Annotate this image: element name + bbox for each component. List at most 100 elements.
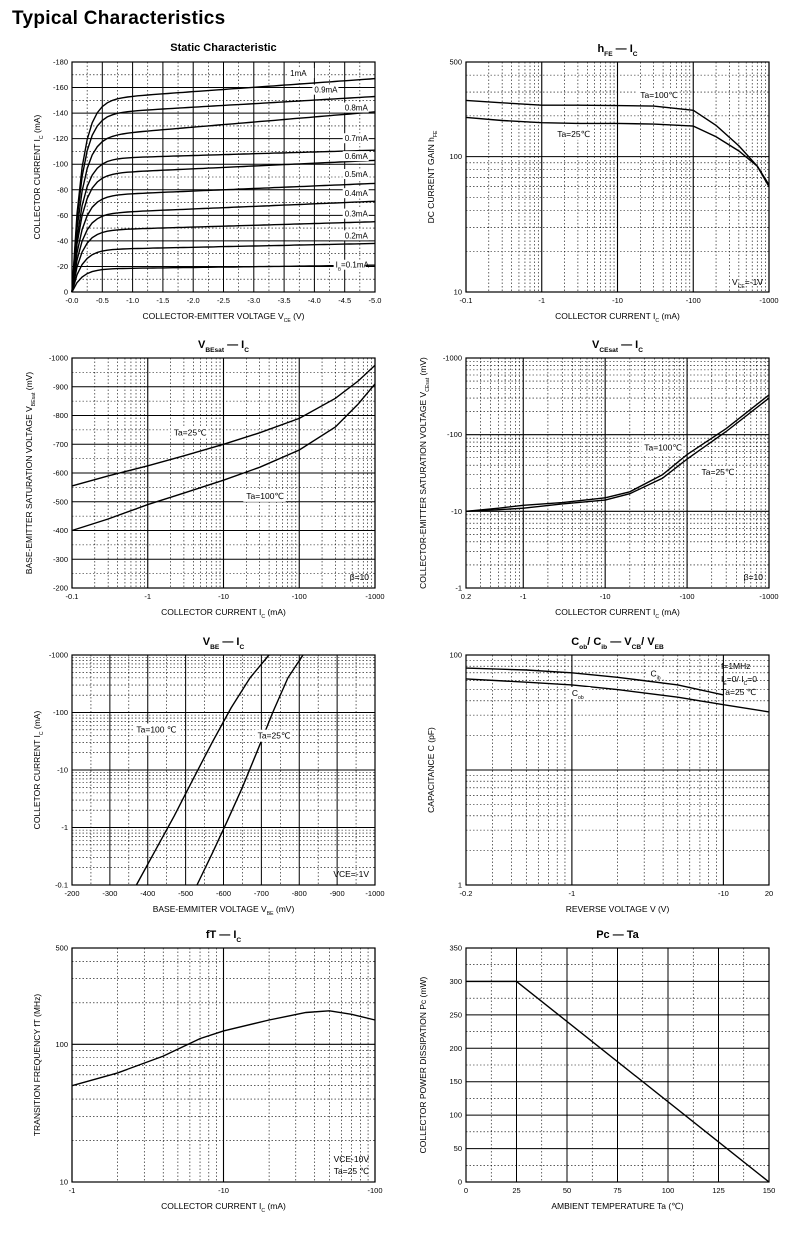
label-part: V: [278, 311, 284, 321]
label-part: I: [653, 311, 655, 321]
subscript: BEsat: [31, 392, 37, 406]
label-part: CAPACITANCE: [426, 751, 436, 813]
x-tick-label: 75: [613, 1186, 621, 1195]
label-part: (mV): [418, 357, 428, 378]
series-label-bg: [342, 208, 369, 219]
series-label-bg: [333, 259, 366, 270]
plot-frame: [465, 947, 770, 1183]
label-part: — I: [613, 43, 633, 55]
label-part: BASE-EMITTER SATURATION: [24, 453, 34, 574]
label-part: Ta=100℃: [644, 443, 682, 453]
x-axis-label: COLLECTOR CURRENT IC (mA): [161, 607, 286, 620]
subscript: C: [744, 681, 748, 687]
label-part: (V): [291, 311, 305, 321]
series-label: IB=0.1mA: [336, 261, 370, 273]
x-tick-label: -10: [612, 296, 623, 305]
y-tick-label: -600: [53, 469, 68, 478]
series-label-bg: [170, 426, 208, 439]
label-part: I: [32, 139, 42, 141]
label-part: COLLECTOR CURRENT: [555, 607, 653, 617]
y-tick-label: -700: [53, 440, 68, 449]
y-tick-label: -900: [53, 382, 68, 391]
y-tick-label: -120: [53, 134, 68, 143]
series-label: 1mA: [290, 69, 307, 78]
x-tick-label: -3.5: [278, 296, 291, 305]
series-label-bg: [568, 687, 591, 700]
series-label-bg: [254, 729, 292, 742]
y-tick-label: 100: [55, 1040, 68, 1049]
label-part: TRANSITION FREQUENCY: [32, 1027, 42, 1136]
series-label-bg: [342, 169, 369, 179]
subscript: CE: [284, 318, 292, 324]
series-line: [465, 667, 724, 696]
y-tick-label: -100: [53, 160, 68, 169]
subscript: ib: [601, 644, 607, 651]
label-part: V: [24, 406, 34, 412]
subscript: CE: [738, 284, 746, 290]
y-tick-label: -80: [57, 185, 68, 194]
y-tick-label: 0: [458, 1178, 462, 1187]
y-tick-label: -1: [61, 823, 68, 832]
series-line: [71, 221, 376, 293]
label-part: V: [592, 339, 600, 351]
y-tick-label: 10: [60, 1178, 68, 1187]
y-axis-label: COLLECTOR-EMITTER SATURATION VOLTAGE VCE…: [418, 357, 431, 589]
x-tick-label: -1000: [759, 296, 778, 305]
subscript: CEsat: [425, 377, 431, 391]
label-part: V: [732, 277, 738, 287]
condition-note: β=10: [350, 572, 370, 582]
label-part: (℃): [666, 1201, 684, 1211]
subscript: C: [39, 135, 45, 139]
series-label: Ta=25℃: [258, 731, 291, 741]
plot-frame: [71, 947, 376, 1183]
series-line: [71, 242, 376, 293]
subscript: ib: [657, 676, 661, 682]
subscript: C: [655, 318, 659, 324]
x-tick-label: 0: [464, 1186, 468, 1195]
condition-note: VCE=-1V: [732, 277, 763, 290]
plot-frame: [465, 61, 770, 293]
y-tick-label: -10: [451, 507, 462, 516]
page-title: Typical Characteristics: [12, 8, 226, 29]
y-axis-label: COLLETOR CURRENT IC (mA): [32, 711, 45, 830]
label-part: — I: [219, 636, 239, 648]
label-part: COLLECTOR CURRENT: [161, 607, 259, 617]
series-line: [71, 364, 376, 487]
series-label: Ta=25℃: [557, 129, 590, 139]
label-part: AMBIENT TEMPERATURE: [551, 1201, 657, 1211]
chart-hfe: hFE — IC-0.1 -1 -10 -100 -100010100500COLLEC…: [426, 43, 779, 324]
y-tick-label: -180: [53, 58, 68, 67]
condition-note: β=10: [744, 572, 764, 582]
y-tick-label: 150: [449, 1077, 462, 1086]
label-part: C: [426, 745, 436, 751]
series-line: [71, 182, 376, 293]
x-tick-label: -1000: [365, 889, 384, 898]
condition-note: VCE-10V: [334, 1154, 370, 1164]
y-tick-label: -10: [57, 766, 68, 775]
series-label-bg: [342, 230, 369, 241]
label-part: (mV): [274, 904, 295, 914]
x-tick-label: -900: [330, 889, 345, 898]
series-line: [71, 111, 376, 293]
series-line: [465, 397, 770, 512]
condition-note: IE=0/ IC=0: [721, 674, 757, 687]
x-tick-label: -4.0: [308, 296, 321, 305]
y-tick-label: -140: [53, 109, 68, 118]
subscript: C: [244, 347, 249, 354]
series-line: [465, 394, 770, 512]
label-part: (mW): [418, 977, 428, 998]
plot-frame: [465, 357, 770, 589]
label-part: Ta: [657, 1201, 666, 1211]
subscript: C: [39, 731, 45, 735]
series-line: [71, 264, 375, 293]
label-part: (mA): [659, 311, 680, 321]
x-tick-label: -2.0: [187, 296, 200, 305]
x-tick-label: -1: [69, 1186, 76, 1195]
x-tick-label: -5.0: [369, 296, 382, 305]
series-line: [465, 99, 770, 188]
label-part: COLLECTOR POWER DISSIPATION: [418, 1010, 428, 1154]
label-part: — I: [224, 339, 244, 351]
chart-vcesat: VCEsat — IC0.2 -1 -10 -100 -1000-1-10-100-10…: [418, 339, 779, 620]
